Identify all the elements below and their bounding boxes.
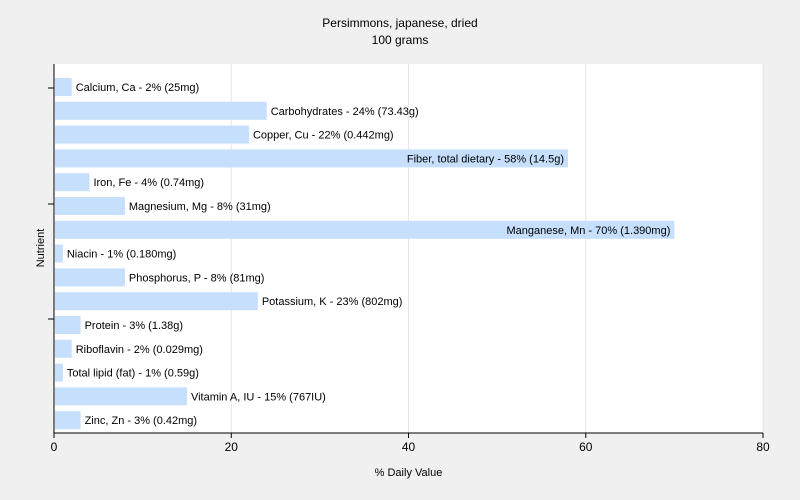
bar-label: Phosphorus, P - 8% (81mg) [129, 272, 265, 284]
bar [55, 125, 249, 144]
bar [55, 316, 81, 334]
bar-label: Total lipid (fat) - 1% (0.59g) [67, 368, 199, 380]
chart-title: Persimmons, japanese, dried [322, 16, 478, 30]
bar [55, 149, 569, 168]
chart-subtitle: 100 grams [371, 33, 429, 47]
x-tick-label: 60 [579, 440, 593, 454]
bar [55, 244, 63, 263]
bar-label: Riboflavin - 2% (0.029mg) [76, 344, 203, 356]
bar [55, 220, 675, 239]
x-tick-label: 0 [51, 440, 58, 454]
x-tick-label: 20 [225, 440, 239, 454]
bar [55, 197, 125, 215]
bar [55, 411, 81, 430]
bar-label: Potassium, K - 23% (802mg) [262, 296, 403, 308]
x-axis-label: % Daily Value [375, 467, 443, 479]
bar [55, 363, 63, 382]
bar [55, 268, 125, 287]
bar-label: Manganese, Mn - 70% (1.390mg) [507, 225, 671, 237]
bar [55, 292, 258, 311]
bar-label: Calcium, Ca - 2% (25mg) [76, 82, 199, 94]
bar-label: Zinc, Zn - 3% (0.42mg) [85, 415, 197, 427]
bar-label: Protein - 3% (1.38g) [85, 320, 183, 332]
x-tick-label: 40 [402, 440, 416, 454]
bar-label: Copper, Cu - 22% (0.442mg) [253, 130, 394, 142]
x-tick-label: 80 [756, 440, 770, 454]
bar-label: Iron, Fe - 4% (0.74mg) [93, 177, 204, 189]
bar [55, 387, 187, 406]
bar [55, 78, 72, 96]
bar [55, 101, 267, 120]
bar-label: Magnesium, Mg - 8% (31mg) [129, 201, 271, 213]
bar-label: Carbohydrates - 24% (73.43g) [271, 106, 419, 118]
y-axis-label: Nutrient [35, 229, 47, 268]
bar-label: Vitamin A, IU - 15% (767IU) [191, 391, 326, 403]
bar-label: Niacin - 1% (0.180mg) [67, 249, 176, 261]
bar [55, 173, 90, 192]
bar-label: Fiber, total dietary - 58% (14.5g) [407, 153, 564, 165]
bar [55, 339, 72, 358]
